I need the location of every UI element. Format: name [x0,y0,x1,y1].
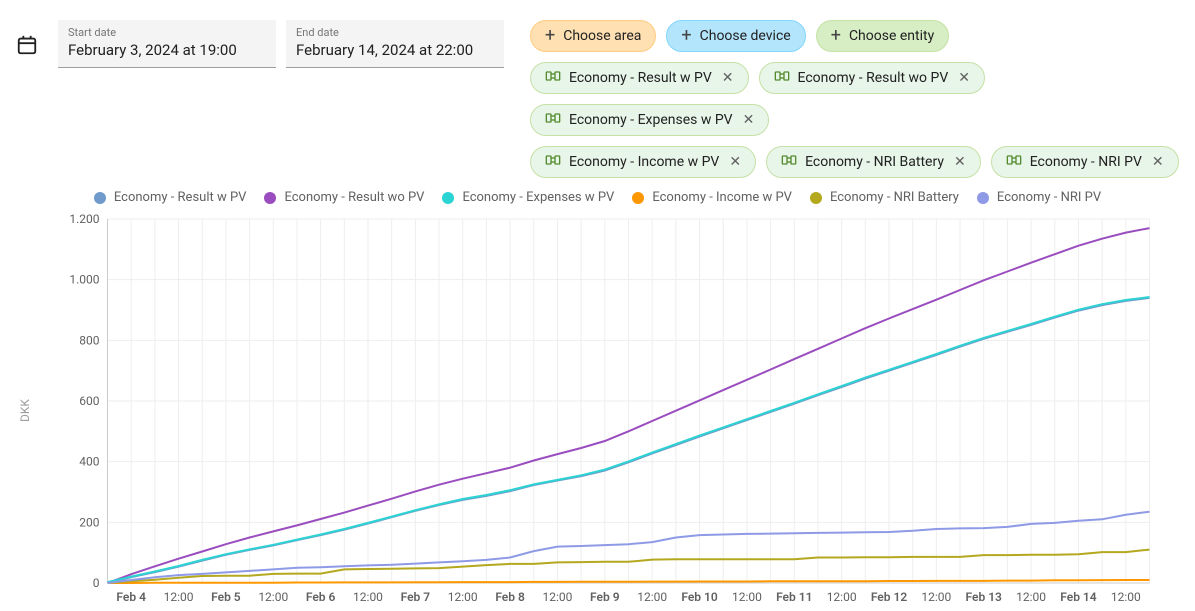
svg-text:1.000: 1.000 [69,273,99,287]
legend-label: Economy - Income w PV [652,190,792,205]
chip-nri-battery-label: Economy - NRI Battery [805,154,944,170]
date-range: Start date February 3, 2024 at 19:00 End… [58,20,504,68]
end-date-field[interactable]: End date February 14, 2024 at 22:00 [286,20,504,68]
choose-device-button[interactable]: + Choose device [666,20,805,52]
svg-text:Feb 11: Feb 11 [776,590,812,604]
close-icon[interactable]: ✕ [743,112,755,128]
legend-label: Economy - NRI PV [997,190,1101,205]
svg-text:Feb 8: Feb 8 [495,590,525,604]
legend-item-expenses-w-pv[interactable]: Economy - Expenses w PV [442,190,614,205]
svg-text:12:00: 12:00 [543,590,573,604]
svg-text:Feb 7: Feb 7 [401,590,431,604]
close-icon[interactable]: ✕ [1152,154,1164,170]
y-axis-label: DKK [16,211,34,611]
choose-device-label: Choose device [700,28,791,44]
close-icon[interactable]: ✕ [729,154,741,170]
legend-item-result-wo-pv[interactable]: Economy - Result wo PV [264,190,424,205]
svg-text:12:00: 12:00 [637,590,667,604]
svg-text:12:00: 12:00 [1111,590,1141,604]
svg-text:Feb 13: Feb 13 [966,590,1003,604]
choose-entity-label: Choose entity [849,28,934,44]
chip-result-wo-pv-label: Economy - Result wo PV [798,70,949,86]
sensor-icon [545,152,561,172]
plus-icon: + [545,27,555,45]
legend-dot-icon [977,192,989,204]
svg-text:0: 0 [93,576,100,590]
chip-result-w-pv[interactable]: Economy - Result w PV ✕ [530,62,749,94]
svg-text:12:00: 12:00 [827,590,857,604]
chart-plot[interactable]: 0 200 400 600 800 1.000 1.200 Feb 4 12:00 Feb 5 12… [34,211,1179,611]
svg-text:12:00: 12:00 [164,590,194,604]
svg-text:Feb 4: Feb 4 [116,590,146,604]
svg-text:12:00: 12:00 [921,590,951,604]
legend-label: Economy - Expenses w PV [462,190,614,205]
svg-text:200: 200 [79,515,99,529]
chip-result-w-pv-label: Economy - Result w PV [569,70,712,86]
legend-dot-icon [442,192,454,204]
chart-area: Economy - Result w PV Economy - Result wo… [0,178,1195,611]
legend-label: Economy - Result wo PV [284,190,424,205]
sensor-icon [545,68,561,88]
close-icon[interactable]: ✕ [722,70,734,86]
sensor-icon [1006,152,1022,172]
legend-dot-icon [264,192,276,204]
chip-income-w-pv[interactable]: Economy - Income w PV ✕ [530,146,756,178]
sensor-icon [774,68,790,88]
choose-area-button[interactable]: + Choose area [530,20,656,52]
legend-dot-icon [810,192,822,204]
calendar-icon [16,34,38,62]
svg-text:12:00: 12:00 [353,590,383,604]
close-icon[interactable]: ✕ [954,154,966,170]
svg-text:Feb 5: Feb 5 [211,590,241,604]
legend-item-nri-pv[interactable]: Economy - NRI PV [977,190,1101,205]
sensor-icon [545,110,561,130]
end-date-value: February 14, 2024 at 22:00 [296,41,494,59]
svg-text:Feb 12: Feb 12 [871,590,908,604]
svg-text:Feb 14: Feb 14 [1060,590,1097,604]
plus-icon: + [681,27,691,45]
chip-expenses-w-pv-label: Economy - Expenses w PV [569,112,733,128]
legend-item-income-w-pv[interactable]: Economy - Income w PV [632,190,792,205]
chips-row-0: Economy - Result w PV✕Economy - Result w… [530,62,1179,136]
svg-text:400: 400 [79,455,99,469]
chip-expenses-w-pv[interactable]: Economy - Expenses w PV ✕ [530,104,769,136]
chip-result-wo-pv[interactable]: Economy - Result wo PV ✕ [759,62,985,94]
sensor-icon [781,152,797,172]
start-date-value: February 3, 2024 at 19:00 [68,41,266,59]
chip-nri-battery[interactable]: Economy - NRI Battery ✕ [766,146,981,178]
end-date-label: End date [296,26,494,39]
svg-text:12:00: 12:00 [1016,590,1046,604]
svg-text:800: 800 [79,333,99,347]
filters-panel: + Choose area + Choose device + Choose entity… [530,20,1179,178]
filter-buttons-row: + Choose area + Choose device + Choose entity [530,20,1179,52]
choose-entity-button[interactable]: + Choose entity [816,20,949,52]
legend-item-nri-battery[interactable]: Economy - NRI Battery [810,190,959,205]
close-icon[interactable]: ✕ [958,70,970,86]
legend-dot-icon [94,192,106,204]
svg-text:1.200: 1.200 [69,212,99,226]
chip-income-w-pv-label: Economy - Income w PV [569,154,719,170]
svg-text:12:00: 12:00 [448,590,478,604]
svg-text:Feb 6: Feb 6 [306,590,336,604]
svg-text:12:00: 12:00 [732,590,762,604]
start-date-field[interactable]: Start date February 3, 2024 at 19:00 [58,20,276,68]
chips-row-1: Economy - Income w PV✕Economy - NRI Batt… [530,146,1179,178]
svg-text:12:00: 12:00 [258,590,288,604]
svg-text:Feb 9: Feb 9 [590,590,620,604]
chart-legend: Economy - Result w PV Economy - Result wo… [16,190,1179,205]
choose-area-label: Choose area [563,28,641,44]
legend-dot-icon [632,192,644,204]
legend-label: Economy - NRI Battery [830,190,959,205]
svg-text:600: 600 [79,394,99,408]
chip-nri-pv-label: Economy - NRI PV [1030,154,1142,170]
svg-text:Feb 10: Feb 10 [681,590,718,604]
chip-nri-pv[interactable]: Economy - NRI PV ✕ [991,146,1179,178]
start-date-label: Start date [68,26,266,39]
legend-label: Economy - Result w PV [114,190,247,205]
legend-item-result-w-pv[interactable]: Economy - Result w PV [94,190,247,205]
plus-icon: + [831,27,841,45]
